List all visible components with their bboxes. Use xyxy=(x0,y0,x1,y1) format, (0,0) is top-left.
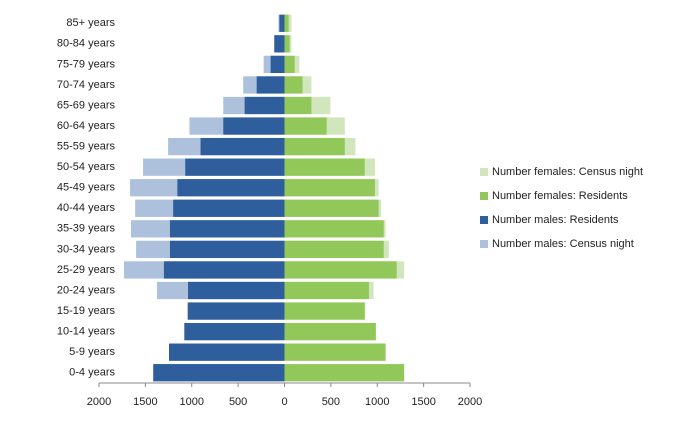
bar xyxy=(256,76,285,94)
bar xyxy=(244,96,285,115)
legend-swatch xyxy=(480,168,488,176)
y-tick-label: 60-64 years xyxy=(57,120,116,132)
y-tick-label: 45-49 years xyxy=(57,182,116,194)
bar xyxy=(188,281,285,300)
bar xyxy=(223,117,285,135)
bar xyxy=(284,343,386,361)
legend-label: Number males: Census night xyxy=(492,238,634,250)
bar xyxy=(284,158,365,176)
bar xyxy=(284,322,376,341)
x-tick-label: 1000 xyxy=(180,396,204,408)
bar xyxy=(163,261,285,279)
y-tick-label: 65-69 years xyxy=(57,99,116,111)
bar xyxy=(169,240,285,259)
y-tick-label: 70-74 years xyxy=(57,79,116,91)
y-tick-label: 0-4 years xyxy=(69,367,115,379)
bar xyxy=(284,35,290,53)
legend-label: Number males: Residents xyxy=(492,214,619,226)
y-tick-label: 20-24 years xyxy=(57,284,116,296)
legend-label: Number females: Census night xyxy=(492,166,643,178)
y-tick-label: 75-79 years xyxy=(57,58,116,70)
bar xyxy=(284,364,405,382)
x-tick-label: 1000 xyxy=(365,396,389,408)
bar xyxy=(284,302,365,320)
legend-swatch xyxy=(480,216,488,224)
bar xyxy=(284,179,375,197)
y-tick-label: 15-19 years xyxy=(57,305,116,317)
y-tick-label: 5-9 years xyxy=(69,346,115,358)
bar xyxy=(279,14,285,32)
x-tick-label: 2000 xyxy=(458,396,482,408)
y-tick-label: 50-54 years xyxy=(57,161,116,173)
y-tick-label: 25-29 years xyxy=(57,264,116,276)
bar xyxy=(184,322,285,341)
y-tick-label: 30-34 years xyxy=(57,243,116,255)
legend-label: Number females: Residents xyxy=(492,190,628,202)
bar xyxy=(169,343,285,361)
x-tick-label: 2000 xyxy=(87,396,111,408)
y-tick-label: 40-44 years xyxy=(57,202,116,214)
y-tick-label: 35-39 years xyxy=(57,223,116,235)
bar xyxy=(284,261,397,279)
bar xyxy=(153,364,285,382)
bar xyxy=(284,117,327,135)
y-tick-label: 10-14 years xyxy=(57,326,116,338)
bar xyxy=(284,199,379,217)
bar xyxy=(284,220,384,238)
bar xyxy=(284,76,303,94)
x-tick-label: 500 xyxy=(229,396,247,408)
bar xyxy=(284,240,384,259)
x-tick-label: 500 xyxy=(322,396,340,408)
bar xyxy=(284,96,312,115)
legend-swatch xyxy=(480,240,488,248)
bar xyxy=(188,302,285,320)
x-tick-label: 1500 xyxy=(133,396,157,408)
bar xyxy=(284,137,345,156)
legend-swatch xyxy=(480,192,488,200)
y-tick-label: 85+ years xyxy=(66,17,115,29)
y-tick-label: 55-59 years xyxy=(57,141,116,153)
bar xyxy=(284,14,289,32)
bar xyxy=(185,158,285,176)
y-tick-label: 80-84 years xyxy=(57,38,116,50)
bar xyxy=(284,281,369,300)
bar xyxy=(200,137,285,156)
bar xyxy=(270,55,285,74)
x-tick-label: 1500 xyxy=(411,396,435,408)
bar xyxy=(177,179,285,197)
bar xyxy=(284,55,295,74)
bar xyxy=(169,220,285,238)
bar xyxy=(274,35,285,53)
x-tick-label: 0 xyxy=(281,396,287,408)
bar xyxy=(173,199,285,217)
